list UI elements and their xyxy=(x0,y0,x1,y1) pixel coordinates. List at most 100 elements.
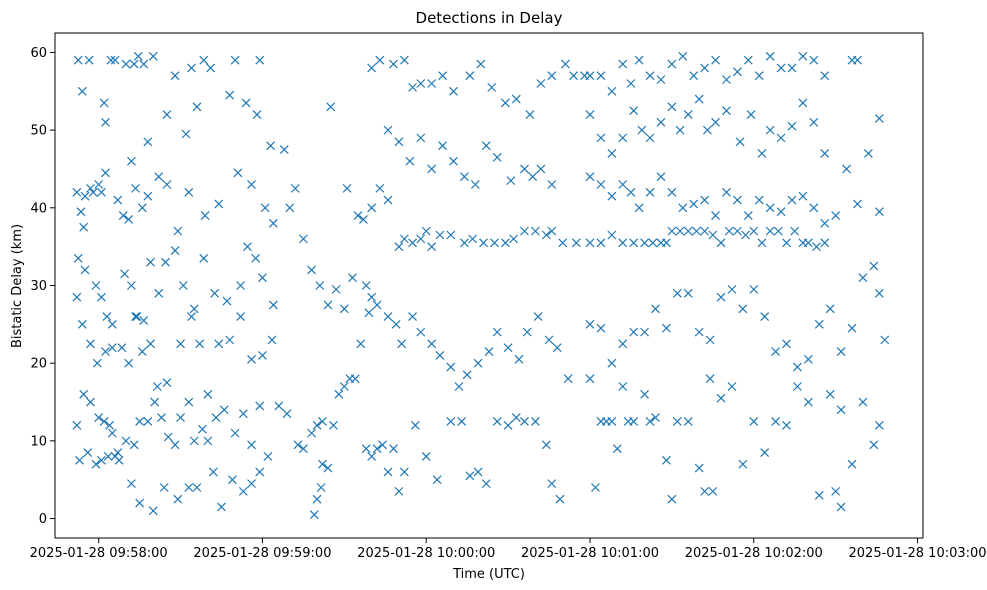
detection-point xyxy=(853,55,862,65)
detection-point xyxy=(139,316,149,325)
detection-point xyxy=(318,459,327,469)
detection-point xyxy=(394,137,404,147)
detection-point xyxy=(101,347,110,356)
detection-point xyxy=(847,459,857,469)
detection-point xyxy=(236,281,246,290)
detection-point xyxy=(457,417,467,426)
detection-point xyxy=(446,230,456,240)
detection-point xyxy=(184,397,194,407)
detection-point xyxy=(607,191,617,201)
detection-point xyxy=(520,164,529,174)
detection-point xyxy=(825,389,835,399)
detection-point xyxy=(634,203,644,213)
y-tick-label: 40 xyxy=(30,201,47,216)
detection-point xyxy=(435,230,445,240)
detection-point xyxy=(809,55,819,65)
detection-point xyxy=(154,172,164,182)
detection-point xyxy=(558,238,568,248)
detection-point xyxy=(547,71,557,81)
detection-point xyxy=(607,358,617,368)
detection-point xyxy=(601,417,611,426)
detection-point xyxy=(547,226,557,236)
detection-point xyxy=(460,172,469,182)
detection-point xyxy=(757,238,767,248)
detection-point xyxy=(236,312,246,322)
detection-point xyxy=(612,444,622,454)
detection-point xyxy=(544,335,554,345)
detection-point xyxy=(596,180,606,189)
detection-point xyxy=(427,242,437,252)
detection-point xyxy=(170,71,180,81)
detection-point xyxy=(492,327,502,337)
detection-point xyxy=(102,312,112,322)
detection-point xyxy=(722,106,731,116)
detection-point xyxy=(618,133,628,143)
detection-point xyxy=(389,59,398,69)
y-tick-label: 20 xyxy=(30,357,47,372)
detection-point xyxy=(449,86,458,96)
detection-point xyxy=(101,117,110,127)
detection-point xyxy=(787,63,797,73)
detection-point xyxy=(754,195,764,205)
detection-point xyxy=(408,238,417,248)
detection-point xyxy=(727,284,737,294)
detection-point xyxy=(520,226,529,236)
detection-point xyxy=(367,63,377,73)
detection-point xyxy=(874,420,884,430)
detection-point xyxy=(465,471,475,481)
detection-point xyxy=(476,59,486,69)
detection-point xyxy=(399,234,409,244)
detection-point xyxy=(107,319,117,329)
y-tick-label: 60 xyxy=(30,46,47,61)
detection-point xyxy=(121,59,131,69)
detection-point xyxy=(623,417,633,426)
detection-point xyxy=(541,440,551,450)
detection-point xyxy=(607,86,617,96)
detection-point xyxy=(473,358,483,368)
detection-point xyxy=(397,339,407,349)
detection-point xyxy=(339,382,349,391)
detection-point xyxy=(328,420,338,430)
detection-point xyxy=(509,234,518,244)
detection-point xyxy=(372,444,382,454)
detection-point xyxy=(820,218,830,228)
detection-point xyxy=(107,428,117,438)
detection-point xyxy=(399,55,409,65)
detection-point xyxy=(716,393,726,403)
detection-point xyxy=(143,137,153,147)
detection-point xyxy=(711,117,720,127)
detection-point xyxy=(820,148,830,158)
detection-point xyxy=(596,323,606,333)
detection-point xyxy=(738,459,748,469)
detection-point xyxy=(858,397,868,407)
detection-point xyxy=(199,253,209,263)
detection-point xyxy=(528,172,538,182)
detection-point xyxy=(131,312,140,322)
detection-point xyxy=(645,133,655,143)
detection-point xyxy=(103,451,113,461)
detection-point xyxy=(72,187,82,197)
detection-point xyxy=(645,417,655,426)
detection-point xyxy=(427,164,437,174)
detection-point xyxy=(312,420,322,430)
detection-point xyxy=(101,168,110,178)
detection-point xyxy=(421,451,431,461)
y-axis: 0 10 20 30 40 50 60 xyxy=(30,46,55,527)
detection-point xyxy=(233,168,243,178)
detection-point xyxy=(323,463,333,473)
detection-point xyxy=(732,67,742,77)
detection-point xyxy=(106,55,116,65)
detection-point xyxy=(490,238,499,248)
detection-point xyxy=(143,191,153,201)
detection-point xyxy=(656,117,666,127)
detection-point xyxy=(247,180,256,189)
detection-point xyxy=(585,71,595,81)
detection-point xyxy=(722,75,731,85)
detection-point xyxy=(92,358,102,368)
detection-point xyxy=(771,347,781,356)
detection-point xyxy=(203,436,213,446)
detection-point xyxy=(547,180,557,189)
detection-point xyxy=(618,180,628,189)
detection-point xyxy=(267,335,277,345)
detection-point xyxy=(727,382,737,391)
